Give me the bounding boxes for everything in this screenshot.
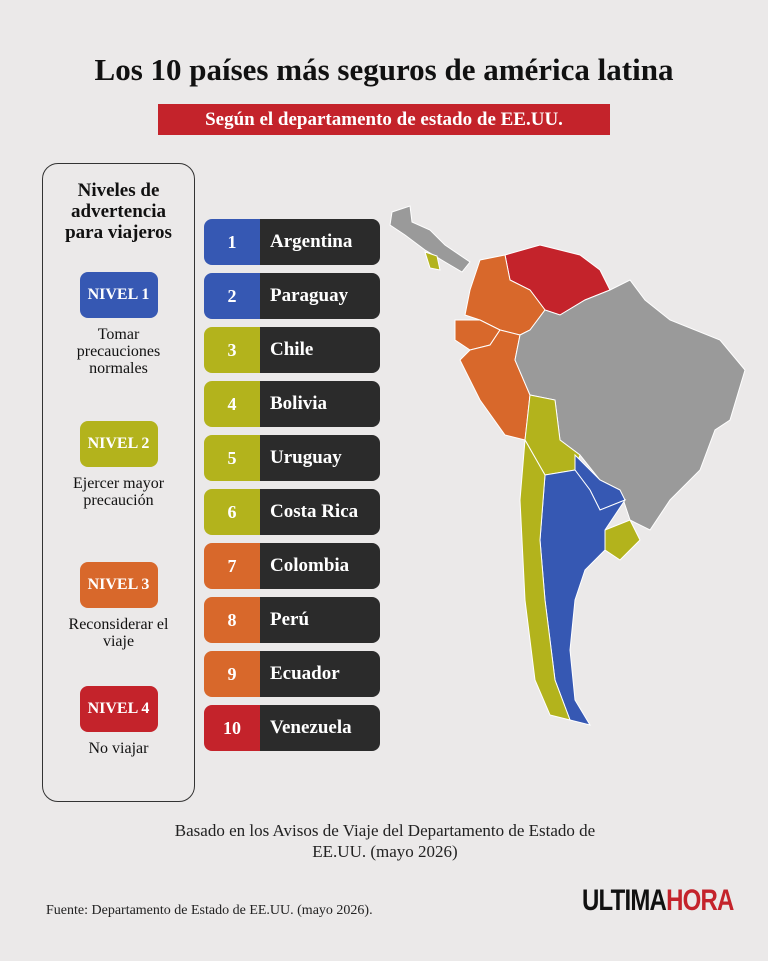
country: Costa Rica xyxy=(260,489,380,535)
rank: 4 xyxy=(204,381,260,427)
note: Basado en los Avisos de Viaje del Depart… xyxy=(174,821,596,861)
uruguay xyxy=(604,519,641,561)
subtitle: Según el departamento de estado de EE.UU… xyxy=(158,104,610,135)
country: Argentina xyxy=(260,219,380,265)
level-description: No viajar xyxy=(88,740,149,757)
country: Chile xyxy=(260,327,380,373)
rank: 10 xyxy=(204,705,260,751)
title: Los 10 países más seguros de américa lat… xyxy=(94,52,674,87)
legend-level: NIVEL 3 Reconsiderar el viaje xyxy=(43,562,194,650)
level-description: Reconsiderar el viaje xyxy=(68,616,169,650)
rank: 2 xyxy=(204,273,260,319)
level-badge: NIVEL 1 xyxy=(79,272,158,318)
country: Colombia xyxy=(260,543,380,589)
legend-level: NIVEL 2 Ejercer mayor precaución xyxy=(43,421,194,509)
rank: 1 xyxy=(204,219,260,265)
brand-second: HORA xyxy=(666,884,734,917)
country: Venezuela xyxy=(260,705,380,751)
country: Perú xyxy=(260,597,380,643)
level-badge: NIVEL 3 xyxy=(79,562,158,608)
brand-first: ULTIMA xyxy=(582,884,667,917)
country: Ecuador xyxy=(260,651,380,697)
chile xyxy=(519,438,571,721)
rank: 3 xyxy=(204,327,260,373)
legend: Niveles de advertencia para viajeros NIV… xyxy=(42,163,195,802)
legend-level: NIVEL 1 Tomar precauciones normales xyxy=(43,272,194,377)
brand: ULTIMAHORA xyxy=(582,884,734,918)
level-description: Ejercer mayor precaución xyxy=(72,475,165,509)
country: Bolivia xyxy=(260,381,380,427)
rank: 8 xyxy=(204,597,260,643)
rank: 5 xyxy=(204,435,260,481)
level-description: Tomar precauciones normales xyxy=(76,326,161,377)
legend-level: NIVEL 4 No viajar xyxy=(43,686,194,757)
central-america xyxy=(389,205,471,273)
country: Uruguay xyxy=(260,435,380,481)
level-badge: NIVEL 4 xyxy=(79,686,158,732)
rank: 6 xyxy=(204,489,260,535)
country: Paraguay xyxy=(260,273,380,319)
rank: 7 xyxy=(204,543,260,589)
costa-rica xyxy=(424,251,441,271)
level-badge: NIVEL 2 xyxy=(79,421,158,467)
rank: 9 xyxy=(204,651,260,697)
source: Fuente: Departamento de Estado de EE.UU.… xyxy=(46,903,373,918)
legend-title: Niveles de advertencia para viajeros xyxy=(65,180,172,243)
